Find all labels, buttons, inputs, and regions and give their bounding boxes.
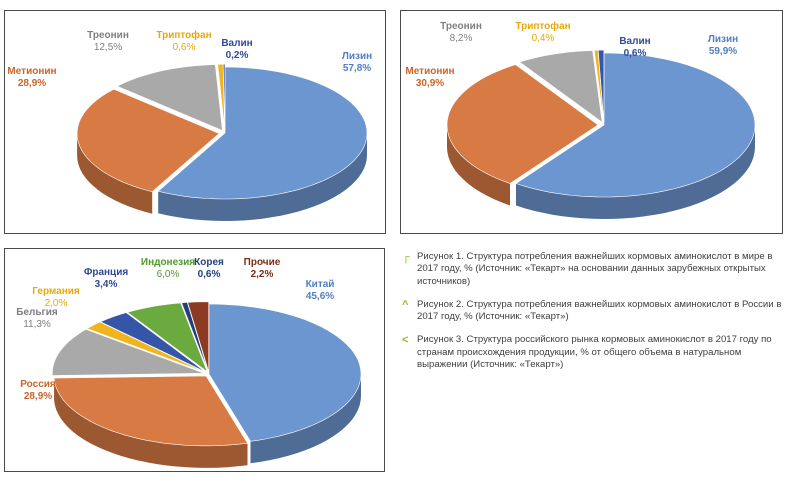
slice-1-1 <box>446 64 599 184</box>
slice-1-4 <box>597 49 605 123</box>
pie-tops <box>76 63 368 200</box>
slice-name-1-4: Валин <box>619 36 651 47</box>
caption-figure-2: ^ Рисунок 2. Структура потребления важне… <box>402 299 782 324</box>
slice-value-0-0: 57,8% <box>342 63 372 74</box>
pie-chart-russia <box>446 49 756 219</box>
slice-name-2-6: Корея <box>194 257 224 268</box>
slice-value-1-3: 0,4% <box>531 33 555 44</box>
slice-value-0-1: 28,9% <box>17 78 47 89</box>
caption-text-2: Рисунок 2. Структура потребления важнейш… <box>417 298 782 323</box>
slice-side-2-1 <box>54 378 248 468</box>
slice-name-1-1: Метионин <box>405 66 455 77</box>
slice-label-1-0: Лизин 59,9% <box>683 34 763 58</box>
caption-text-1: Рисунок 1. Структура потребления важнейш… <box>417 251 773 287</box>
slice-0-4 <box>222 63 226 131</box>
slice-side-1-0 <box>516 125 755 219</box>
slice-name-0-2: Треонин <box>87 30 129 41</box>
slice-label-0-2: Треонин 12,5% <box>68 30 148 54</box>
slice-value-2-7: 2,2% <box>250 269 274 280</box>
slice-value-2-4: 3,4% <box>94 279 118 290</box>
chart-panel-russia: Лизин 59,9% Метионин 30,9% Треонин 8,2% Трипто… <box>400 10 783 234</box>
slice-label-2-4: Франция 3,4% <box>66 267 146 291</box>
caption-figure-3: < Рисунок 3. Структура российского рынка… <box>402 334 782 371</box>
slice-name-2-3: Германия <box>32 286 80 297</box>
slice-2-5 <box>126 302 208 373</box>
slice-label-2-1: Россия 28,9% <box>0 379 78 403</box>
slice-label-1-4: Валин 0,6% <box>595 36 675 60</box>
slice-label-0-3: Триптофан 0,6% <box>144 30 224 54</box>
slice-1-2 <box>518 50 603 123</box>
slice-label-0-1: Метионин 28,9% <box>0 66 72 90</box>
slice-side-2-0 <box>250 374 361 464</box>
slice-value-1-4: 0,6% <box>623 48 647 59</box>
slice-2-3 <box>86 321 206 373</box>
slice-value-2-6: 0,6% <box>197 269 221 280</box>
slice-label-0-4: Валин 0,2% <box>197 38 277 62</box>
slice-name-2-2: Бельгия <box>16 307 58 318</box>
pie-tops <box>446 49 756 198</box>
pie-sides <box>54 374 361 468</box>
slice-2-6 <box>181 302 209 372</box>
caption-figure-1: ┌ Рисунок 1. Структура потребления важне… <box>402 251 782 288</box>
slice-label-2-2: Бельгия 11,3% <box>0 307 77 331</box>
slice-side-1-1 <box>447 124 510 206</box>
slice-2-4 <box>99 312 207 373</box>
slice-0-2 <box>116 64 223 131</box>
slice-name-2-7: Прочие <box>243 257 281 268</box>
slice-label-2-0: Китай 45,6% <box>280 279 360 303</box>
slice-value-1-0: 59,9% <box>708 46 738 57</box>
pie-sides <box>77 133 367 221</box>
slice-name-0-4: Валин <box>221 38 253 49</box>
slice-value-2-2: 11,3% <box>23 319 51 330</box>
slice-side-0-0 <box>158 133 367 221</box>
chart-panel-world: Лизин 57,8% Метионин 28,9% Треонин 12,5% Трипт… <box>4 10 386 234</box>
slice-value-0-2: 12,5% <box>93 42 123 53</box>
slice-label-1-3: Триптофан 0,4% <box>503 21 583 45</box>
slice-label-2-7: Прочие 2,2% <box>222 257 302 281</box>
slice-2-2 <box>52 328 205 376</box>
slice-label-2-6: Корея 0,6% <box>169 257 249 281</box>
slice-value-1-2: 8,2% <box>449 33 473 44</box>
slice-name-0-1: Метионин <box>7 66 57 77</box>
slice-2-1 <box>53 375 249 447</box>
caption-marker-1: ┌ <box>402 251 410 263</box>
caption-text-3: Рисунок 3. Структура российского рынка к… <box>417 334 772 371</box>
chart-panel-countries: Китай 45,6% Россия 28,9% Бельгия 11,3% Германи… <box>4 248 385 472</box>
slice-name-2-4: Франция <box>83 267 129 278</box>
caption-marker-2: ^ <box>402 298 409 311</box>
caption-marker-3: < <box>402 334 409 347</box>
slice-name-2-1: Россия <box>20 379 56 390</box>
slice-2-7 <box>187 301 209 372</box>
slice-name-2-0: Китай <box>305 279 335 290</box>
slice-label-1-1: Метионин 30,9% <box>390 66 470 90</box>
slice-value-2-3: 2,0% <box>44 298 68 309</box>
captions: ┌ Рисунок 1. Структура потребления важне… <box>402 251 782 382</box>
slice-name-1-0: Лизин <box>707 34 739 45</box>
slice-name-1-3: Триптофан <box>515 21 571 32</box>
slice-name-0-3: Триптофан <box>156 30 212 41</box>
slice-value-2-0: 45,6% <box>305 291 335 302</box>
slice-label-2-5: Индонезия 6,0% <box>128 257 208 281</box>
slice-name-2-5: Индонезия <box>140 257 196 268</box>
slice-value-0-4: 0,2% <box>225 50 249 61</box>
slice-label-0-0: Лизин 57,8% <box>317 51 397 75</box>
slice-0-1 <box>76 88 220 193</box>
slice-0-0 <box>157 66 368 200</box>
pie-sides <box>447 124 755 219</box>
slice-1-0 <box>515 52 756 198</box>
slice-name-0-0: Лизин <box>341 51 373 62</box>
slice-side-0-1 <box>77 133 153 214</box>
slice-value-0-3: 0,6% <box>172 42 196 53</box>
slice-value-2-5: 6,0% <box>156 269 180 280</box>
slice-label-1-2: Треонин 8,2% <box>421 21 501 45</box>
pie-chart-world <box>76 63 368 221</box>
pie-tops <box>52 301 362 447</box>
slice-value-2-1: 28,9% <box>23 391 53 402</box>
slice-name-1-2: Треонин <box>440 21 482 32</box>
pie-chart-countries <box>52 301 362 468</box>
slice-label-2-3: Германия 2,0% <box>16 286 96 310</box>
slice-value-1-1: 30,9% <box>415 78 445 89</box>
slice-2-0 <box>208 303 362 442</box>
